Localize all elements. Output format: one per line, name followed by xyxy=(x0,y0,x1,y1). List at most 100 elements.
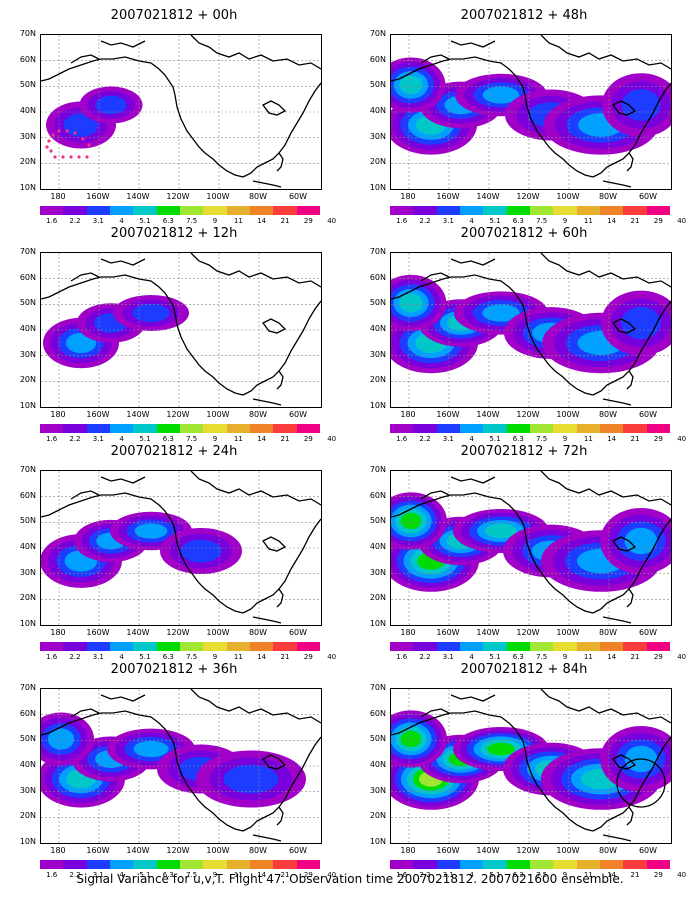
latitude-label: 10N xyxy=(19,619,36,628)
coastline xyxy=(242,82,321,178)
panel-title: 2007021812 + 72h xyxy=(460,444,588,459)
coastline xyxy=(190,689,321,724)
colorbar-label: 2.2 xyxy=(69,435,81,443)
variance-contour xyxy=(134,523,168,539)
variance-map xyxy=(40,34,322,190)
coastline xyxy=(242,518,321,614)
latitude-label: 20N xyxy=(369,593,386,603)
variance-field xyxy=(41,689,321,843)
coastline xyxy=(420,708,450,718)
latitude-label: 70N xyxy=(19,247,36,256)
colorbar-label: 7.5 xyxy=(536,653,548,661)
colorbar xyxy=(390,206,670,215)
latitude-label: 30N xyxy=(19,131,36,141)
longitude-label: 180 xyxy=(50,628,66,637)
coastline xyxy=(602,834,632,842)
colorbar-swatch xyxy=(296,642,320,651)
latitude-label: 40N xyxy=(369,760,386,769)
coastline xyxy=(41,710,244,832)
colorbar-label: 40 xyxy=(327,435,337,443)
colorbar-label: 14 xyxy=(257,871,267,879)
latitude-label: 20N xyxy=(369,375,386,385)
colorbar-label: 6.3 xyxy=(512,871,524,879)
map-panel: 2007021812 + 48h 70N 60N 50N 40N 30N 20N 10N 180… xyxy=(354,4,694,226)
latitude-label: 30N xyxy=(369,349,386,359)
colorbar-swatch xyxy=(506,642,530,651)
flight-track-point xyxy=(45,145,49,149)
colorbar-swatch xyxy=(646,642,670,651)
colorbar-swatch xyxy=(529,206,554,215)
map-panel: 2007021812 + 84h 70N 60N 50N 40N 30N 20N 10N 180… xyxy=(354,658,694,880)
coastline xyxy=(592,736,671,832)
colorbar-label: 6.3 xyxy=(162,871,174,879)
colorbar-swatch xyxy=(459,642,484,651)
map-panel: 2007021812 + 36h 70N 60N 50N 40N 30N 20N 10N 180… xyxy=(4,658,344,880)
colorbar-swatch xyxy=(86,642,110,651)
variance-field xyxy=(41,471,321,625)
latitude-label: 10N xyxy=(19,183,36,192)
colorbar-swatch xyxy=(133,642,157,651)
colorbar-swatch xyxy=(413,206,437,215)
latitude-label: 70N xyxy=(369,683,386,692)
colorbar-label: 1.6 xyxy=(46,871,58,879)
colorbar-swatch xyxy=(390,424,414,433)
colorbar xyxy=(390,860,670,869)
colorbar xyxy=(40,860,320,869)
colorbar-label: 21 xyxy=(630,871,640,879)
colorbar-swatch xyxy=(86,206,110,215)
longitude-label: 140W xyxy=(126,192,150,201)
colorbar-swatch xyxy=(86,860,110,869)
colorbar-swatch xyxy=(133,860,157,869)
colorbar-swatch xyxy=(226,424,250,433)
latitude-label: 30N xyxy=(369,567,386,577)
map-panel: 2007021812 + 00h 70N 60N 50N 40N 30N 20N 10N 180… xyxy=(4,4,344,226)
colorbar-label: 29 xyxy=(303,217,313,225)
longitude-label: 140W xyxy=(476,846,500,855)
flight-track-point xyxy=(85,155,89,159)
colorbar-label: 29 xyxy=(303,435,313,443)
variance-contour xyxy=(485,523,517,539)
latitude-label: 50N xyxy=(19,80,36,90)
map-panel: 2007021812 + 12h 70N 60N 50N 40N 30N 20N 10N 180… xyxy=(4,222,344,444)
coastline xyxy=(540,471,671,506)
coastline xyxy=(276,806,284,826)
coastline xyxy=(41,492,244,614)
colorbar-label: 4 xyxy=(469,871,474,879)
colorbar-swatch xyxy=(623,860,647,869)
coastline xyxy=(592,518,671,614)
coastline xyxy=(100,258,146,266)
colorbar-swatch xyxy=(109,860,134,869)
latitude-label: 30N xyxy=(369,131,386,141)
longitude-label: 60W xyxy=(638,628,658,637)
panel-title: 2007021812 + 12h xyxy=(110,226,238,241)
longitude-label: 100W xyxy=(556,846,580,855)
colorbar-label: 9 xyxy=(562,435,568,443)
colorbar-label: 11 xyxy=(583,217,593,225)
colorbar-swatch xyxy=(436,642,460,651)
longitude-label: 120W xyxy=(516,628,540,637)
longitude-label: 180 xyxy=(400,410,416,419)
longitude-label: 120W xyxy=(166,846,190,855)
latitude-label: 30N xyxy=(19,567,36,577)
flight-track-point xyxy=(73,131,77,135)
colorbar-label: 7.5 xyxy=(186,435,198,443)
longitude-label: 180 xyxy=(400,846,416,855)
colorbar-swatch xyxy=(133,206,157,215)
colorbar-label: 3.1 xyxy=(442,435,454,443)
longitude-label: 80W xyxy=(598,192,618,201)
colorbar-swatch xyxy=(390,642,414,651)
colorbar-swatch xyxy=(483,424,507,433)
colorbar-label: 29 xyxy=(653,435,663,443)
flight-track-point xyxy=(65,129,69,133)
colorbar-swatch xyxy=(249,424,274,433)
variance-contour xyxy=(63,113,99,137)
latitude-label: 10N xyxy=(369,837,386,846)
colorbar-label: 1.6 xyxy=(396,653,408,661)
colorbar-label: 2.2 xyxy=(419,435,431,443)
longitude-label: 160W xyxy=(86,846,110,855)
coastline xyxy=(612,754,637,770)
coastline xyxy=(262,536,287,552)
variance-contour xyxy=(482,86,520,104)
colorbar-label: 11 xyxy=(583,653,593,661)
colorbar-label: 7.5 xyxy=(186,217,198,225)
